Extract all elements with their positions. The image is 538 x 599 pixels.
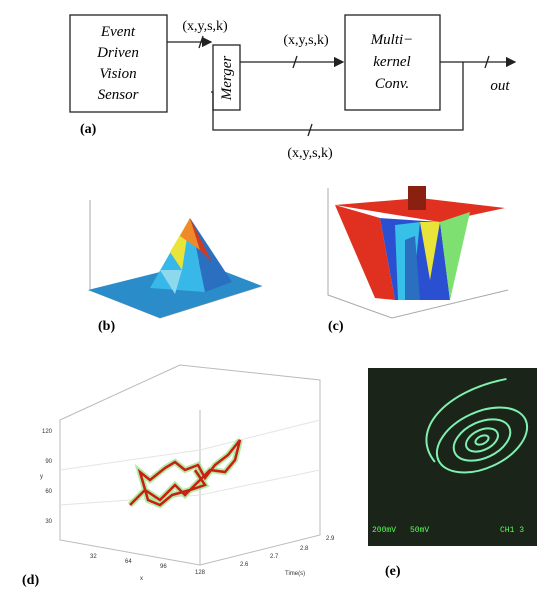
sensor-text: Sensor — [98, 87, 139, 103]
oscilloscope-photo-e: 200mV 50mV CH1 3 (e) — [368, 368, 537, 579]
surface-plot-c: (c) — [328, 186, 508, 334]
panel-label: (d) — [22, 573, 39, 588]
tick-label: 32 — [90, 554, 97, 560]
trajectory-plot-d: 120 90 60 30 32 64 96 128 2.9 2.8 2.7 2.… — [22, 365, 335, 588]
panel-label: (a) — [80, 122, 97, 137]
out-label: out — [490, 78, 510, 94]
scope-readout: CH1 3 — [500, 526, 524, 535]
scope-readout: 50mV — [410, 526, 429, 535]
sensor-text: Event — [100, 24, 136, 40]
tick-label: 2.8 — [300, 546, 309, 552]
surface-plot-b: (b) — [88, 200, 262, 334]
panel-label: (e) — [385, 564, 401, 579]
tick-label: 128 — [195, 570, 206, 576]
merger-text: Merger — [219, 56, 235, 102]
scope-readout: 200mV — [372, 526, 396, 535]
edge-label: (x,y,s,k) — [283, 33, 329, 48]
tick-label: 64 — [125, 559, 132, 565]
bus-slash — [199, 36, 489, 136]
panel-label: (c) — [328, 319, 344, 334]
sensor-text: Driven — [96, 45, 139, 61]
axis-label: y — [40, 474, 43, 480]
tick-label: 2.9 — [326, 536, 335, 542]
tick-label: 2.7 — [270, 554, 279, 560]
edge-label: (x,y,s,k) — [287, 146, 333, 161]
tick-label: 60 — [45, 489, 52, 495]
tick-label: 120 — [42, 429, 53, 435]
block-diagram: Event Driven Vision Sensor Merger Multi−… — [70, 15, 515, 161]
axis-label: x — [140, 576, 143, 582]
tick-label: 90 — [45, 459, 52, 465]
conv-text: Multi− — [370, 32, 414, 48]
tick-label: 2.6 — [240, 562, 249, 568]
conv-text: Conv. — [375, 76, 409, 92]
edge-label: (x,y,s,k) — [182, 19, 228, 34]
sensor-text: Vision — [99, 66, 136, 82]
conv-text: kernel — [373, 54, 410, 70]
panel-label: (b) — [98, 319, 115, 334]
axis-label: Time(s) — [285, 571, 305, 577]
tick-label: 96 — [160, 564, 167, 570]
figure: Event Driven Vision Sensor Merger Multi−… — [0, 0, 538, 599]
tick-label: 30 — [45, 519, 52, 525]
